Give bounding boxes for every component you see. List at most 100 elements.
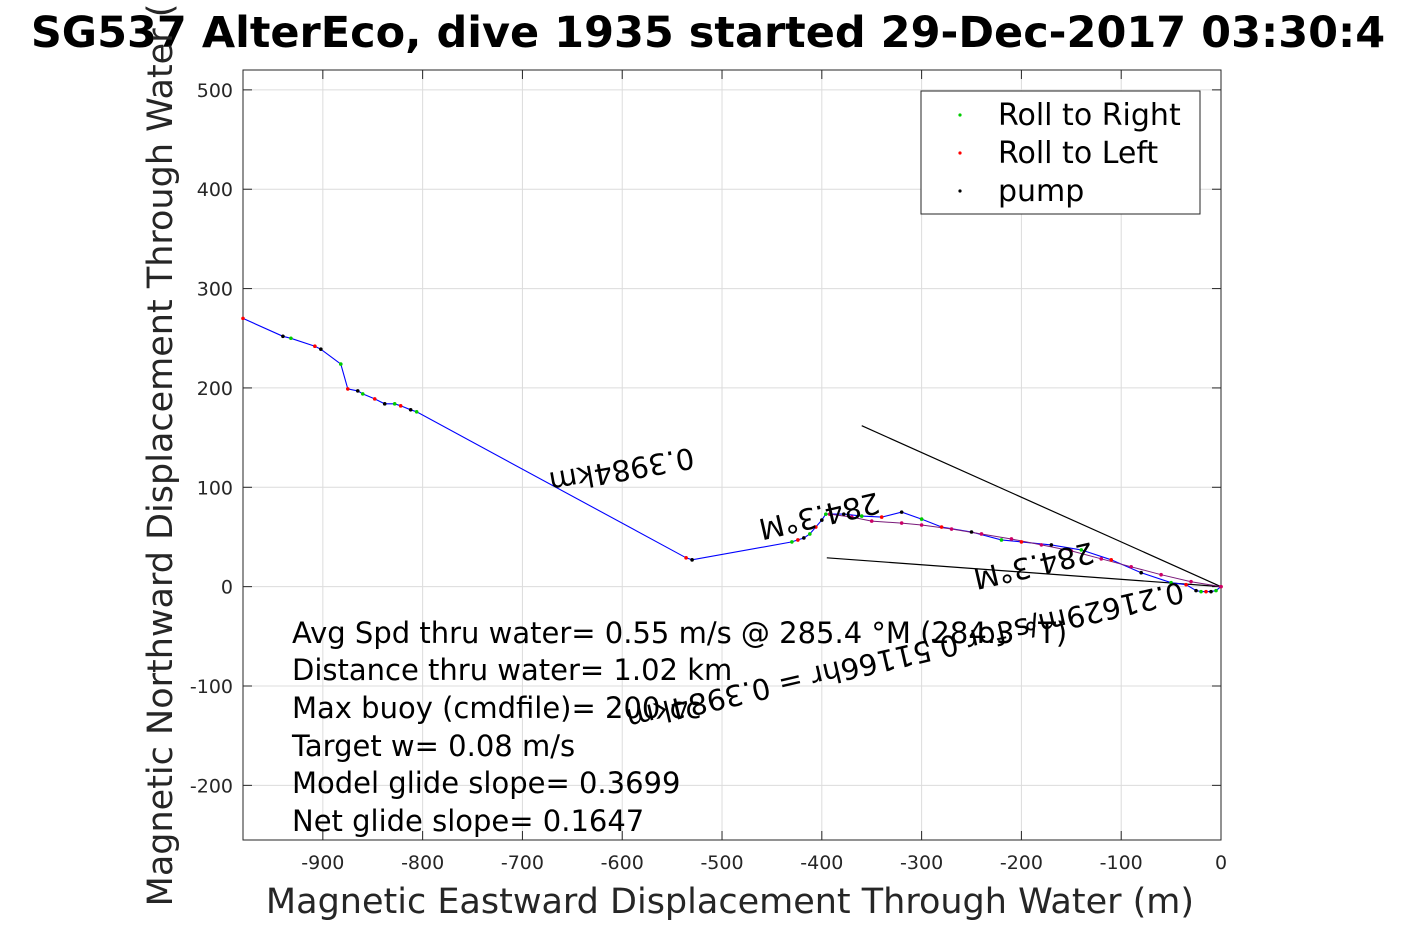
track-point (814, 525, 818, 529)
y-tick-label: 500 (197, 80, 233, 102)
x-tick-label: -900 (301, 852, 344, 874)
track-point (1184, 582, 1188, 587)
track-point (345, 387, 350, 391)
track-point (319, 347, 323, 351)
secondary-point (1159, 572, 1163, 577)
track-point (820, 518, 824, 522)
track-point (802, 536, 806, 540)
track-point (1049, 543, 1054, 547)
track-markers (241, 316, 1223, 594)
track-point (690, 558, 694, 562)
x-tick-label: 0 (1215, 852, 1227, 874)
track-point (241, 316, 245, 321)
annotation-text: 284.3°M (756, 485, 883, 546)
track-line (242, 317, 1222, 593)
track-point (392, 402, 397, 406)
track-point (999, 538, 1004, 542)
track-point (1214, 588, 1218, 593)
legend-label-pump: pump (998, 174, 1084, 209)
secondary-point (1189, 579, 1193, 584)
track-point (398, 404, 403, 408)
y-tick-label: 200 (197, 378, 233, 400)
stat-max-buoy: Max buoy (cmdfile)= 200 cc (292, 691, 701, 725)
track-point (796, 538, 800, 542)
track-point (859, 514, 864, 518)
secondary-point (949, 527, 954, 531)
track-point (360, 392, 365, 396)
track-point (824, 512, 828, 516)
secondary-point (1099, 557, 1104, 561)
legend-marker-roll-left (958, 151, 962, 155)
secondary-point (1219, 584, 1223, 589)
track-point (1194, 588, 1198, 593)
stat-model-glide: Model glide slope= 0.3699 (292, 766, 680, 800)
ticks: -900 -800 -700 -600 -500 -400 -300 -200 -100 0 -20… (190, 70, 1227, 874)
track-point (355, 389, 360, 393)
x-tick-label: -300 (900, 852, 943, 874)
chart-title: SG537 AlterEco, dive 1935 started 29-Dec… (31, 8, 1385, 58)
track-point (808, 532, 812, 536)
track-point (899, 510, 904, 514)
track-point (879, 515, 884, 519)
secondary-point (849, 515, 854, 519)
y-tick-label: 400 (197, 179, 233, 201)
secondary-point (1129, 564, 1133, 569)
track-point (841, 512, 846, 516)
x-tick-label: -200 (1000, 852, 1043, 874)
track-point (1139, 570, 1143, 575)
x-tick-label: -100 (1100, 852, 1143, 874)
track-point (919, 517, 924, 521)
track-point (939, 525, 944, 529)
y-tick-label: 100 (197, 477, 233, 499)
secondary-point (1039, 543, 1044, 547)
track-point (1019, 540, 1024, 544)
stat-distance: Distance thru water= 1.02 km (292, 653, 732, 687)
legend-box (920, 90, 1201, 215)
x-tick-label: -500 (700, 852, 743, 874)
track-point (313, 344, 317, 349)
x-tick-label: -700 (501, 852, 544, 874)
y-tick-label: -100 (190, 676, 233, 698)
annotation-line (861, 425, 1222, 588)
track-point (339, 362, 343, 366)
legend-label-roll-right: Roll to Right (998, 98, 1181, 133)
track-point (372, 397, 377, 401)
grid (243, 70, 1222, 840)
stat-target-w: Target w= 0.08 m/s (291, 729, 575, 763)
track-point (408, 407, 413, 412)
track-point (1169, 580, 1173, 585)
annotation-lines (826, 425, 1222, 588)
stats-block: Avg Spd thru water= 0.55 m/s @ 285.4 °M … (291, 616, 1067, 838)
track-point (382, 402, 387, 406)
track-point (1204, 589, 1208, 594)
secondary-point (899, 521, 904, 525)
track-point (281, 334, 285, 339)
track-point (1079, 548, 1084, 552)
x-axis-label: Magnetic Eastward Displacement Through W… (266, 882, 1194, 922)
stat-avg-speed: Avg Spd thru water= 0.55 m/s @ 285.4 °M … (292, 616, 1067, 650)
track-point (969, 530, 974, 534)
secondary-point (1069, 549, 1074, 553)
track-point (1199, 589, 1203, 594)
x-tick-label: -600 (601, 852, 644, 874)
secondary-point (979, 532, 984, 536)
plot-area-frame (242, 69, 1222, 841)
secondary-point (919, 523, 924, 527)
x-tick-label: -400 (800, 852, 843, 874)
y-tick-label: 300 (197, 279, 233, 301)
x-tick-label: -800 (401, 852, 444, 874)
y-tick-label: 0 (221, 577, 233, 599)
annotation-line (826, 557, 1222, 588)
secondary-point (1009, 537, 1014, 541)
track-point (684, 556, 688, 560)
legend-marker-roll-right (958, 113, 962, 117)
track-point (1109, 558, 1114, 562)
secondary-point (869, 519, 874, 523)
legend: Roll to Right Roll to Left pump (920, 90, 1201, 215)
track-point (790, 540, 794, 544)
legend-label-roll-left: Roll to Left (998, 136, 1158, 171)
annotation-text: 0.3984km (547, 441, 697, 500)
track-point (1209, 589, 1213, 594)
legend-marker-pump (958, 189, 962, 193)
